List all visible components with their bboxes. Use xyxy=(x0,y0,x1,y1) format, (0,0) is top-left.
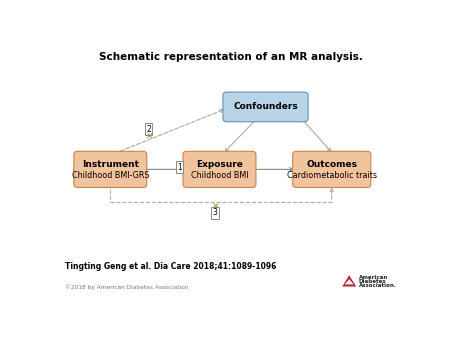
FancyBboxPatch shape xyxy=(223,92,308,122)
Text: Instrument: Instrument xyxy=(82,160,139,169)
Text: 1: 1 xyxy=(177,163,182,172)
Text: Association.: Association. xyxy=(359,283,397,288)
Text: Childhood BMI: Childhood BMI xyxy=(191,171,248,179)
Text: Confounders: Confounders xyxy=(233,102,298,112)
Text: Cardiometabolic traits: Cardiometabolic traits xyxy=(287,171,377,179)
FancyBboxPatch shape xyxy=(74,151,147,188)
Text: Schematic representation of an MR analysis.: Schematic representation of an MR analys… xyxy=(99,52,363,62)
Text: Childhood BMI-GRS: Childhood BMI-GRS xyxy=(72,171,149,179)
Text: 3: 3 xyxy=(212,208,217,217)
Text: ✕: ✕ xyxy=(212,203,220,212)
Text: Outcomes: Outcomes xyxy=(306,160,357,169)
Text: Tingting Geng et al. Dia Care 2018;41:1089-1096: Tingting Geng et al. Dia Care 2018;41:10… xyxy=(65,262,276,271)
Text: Exposure: Exposure xyxy=(196,160,243,169)
Text: American: American xyxy=(359,275,388,280)
Polygon shape xyxy=(342,275,356,287)
FancyBboxPatch shape xyxy=(292,151,371,188)
Text: ✕: ✕ xyxy=(146,133,153,142)
FancyBboxPatch shape xyxy=(183,151,256,188)
Text: 2: 2 xyxy=(146,124,151,134)
Polygon shape xyxy=(345,279,354,284)
Text: Diabetes: Diabetes xyxy=(359,279,387,284)
Text: ©2018 by American Diabetes Association: ©2018 by American Diabetes Association xyxy=(65,285,189,290)
